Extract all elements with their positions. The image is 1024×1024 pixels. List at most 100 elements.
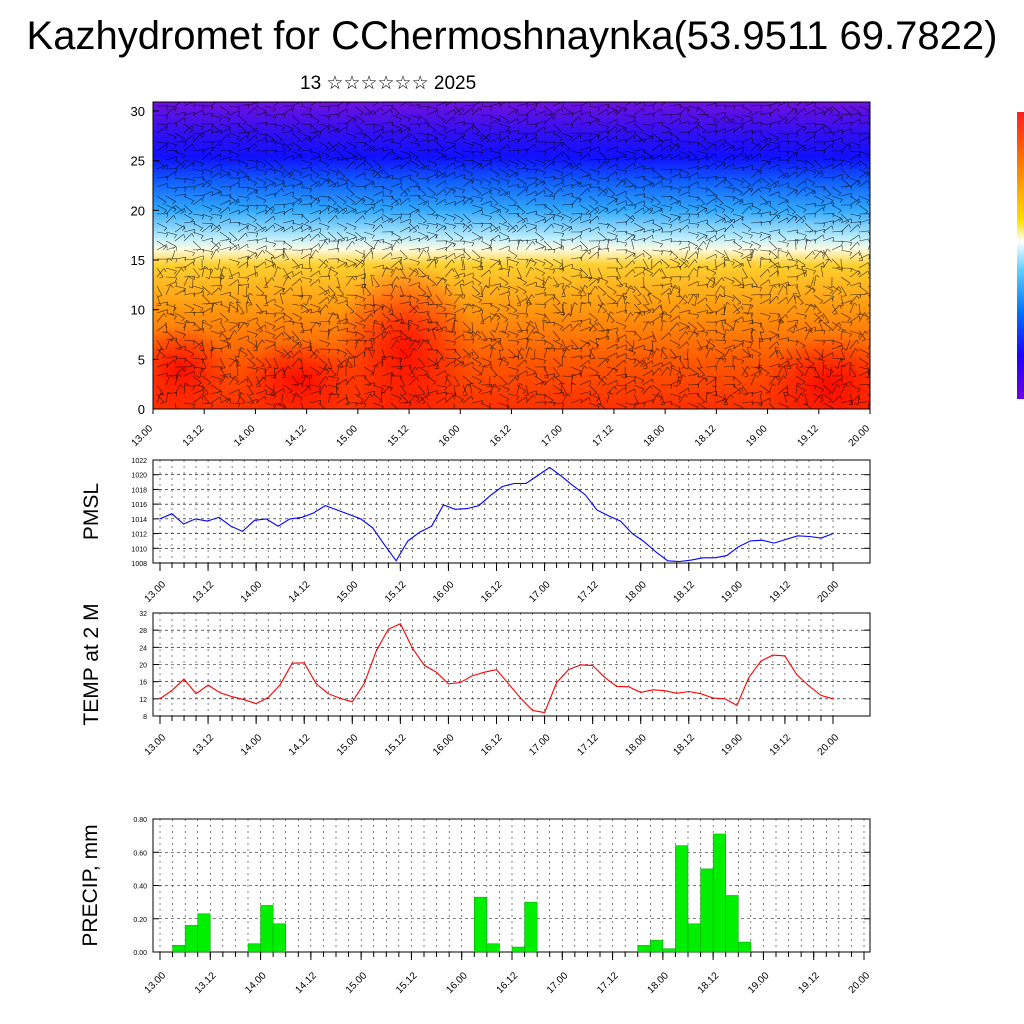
wind-barb bbox=[246, 106, 255, 116]
wind-barb-flag bbox=[821, 170, 824, 175]
wind-barb-flag bbox=[355, 208, 357, 213]
wind-barb bbox=[732, 147, 744, 152]
wind-barb bbox=[543, 312, 551, 323]
wind-barb bbox=[174, 266, 186, 269]
wind-barb bbox=[381, 104, 393, 107]
wind-barb bbox=[345, 208, 356, 215]
wind-barb-flag bbox=[640, 286, 645, 289]
wind-barb bbox=[318, 177, 330, 181]
wind-barb bbox=[840, 122, 852, 125]
wind-barb bbox=[687, 204, 699, 209]
wind-barb bbox=[174, 204, 184, 213]
wind-barb-flag bbox=[598, 226, 600, 231]
wind-barb-flag bbox=[709, 239, 714, 243]
wind-barb bbox=[534, 168, 546, 173]
wind-barb bbox=[822, 195, 834, 201]
wind-barb-flag bbox=[440, 148, 445, 152]
wind-barb-flag bbox=[864, 166, 868, 170]
wind-barb bbox=[219, 123, 231, 128]
wind-barb bbox=[804, 102, 816, 107]
wind-barb-flag bbox=[696, 314, 700, 319]
wind-barb-flag bbox=[210, 171, 213, 176]
wind-barb-flag bbox=[512, 230, 517, 233]
wind-barb bbox=[174, 102, 182, 107]
wind-barb bbox=[282, 184, 294, 188]
wind-barb bbox=[840, 224, 850, 233]
wind-barb-flag bbox=[346, 122, 349, 127]
wind-barb bbox=[282, 108, 292, 116]
wind-barb-flag bbox=[721, 218, 726, 222]
wind-barb bbox=[336, 157, 348, 161]
wind-barb bbox=[282, 225, 293, 233]
wind-barb-flag bbox=[534, 144, 537, 149]
wind-barb-flag bbox=[615, 171, 618, 176]
wind-barb bbox=[228, 182, 240, 188]
wind-barb bbox=[462, 222, 472, 231]
wind-barb bbox=[813, 159, 823, 168]
wind-barb-flag bbox=[795, 153, 798, 157]
wind-barb bbox=[327, 285, 336, 295]
wind-barb-flag bbox=[496, 309, 500, 313]
wind-barb bbox=[810, 276, 815, 288]
wind-barb-flag bbox=[382, 186, 385, 191]
wind-barb-flag bbox=[273, 170, 277, 175]
wind-barb-flag bbox=[271, 277, 275, 282]
wind-barb bbox=[462, 280, 473, 287]
wind-barb bbox=[579, 318, 591, 323]
wind-barb bbox=[615, 200, 627, 206]
wind-barb bbox=[372, 134, 382, 143]
wind-barb bbox=[858, 270, 869, 278]
wind-barb bbox=[489, 226, 500, 233]
wind-barb bbox=[534, 240, 545, 247]
wind-barb-flag bbox=[589, 214, 592, 219]
wind-barb bbox=[687, 259, 696, 269]
wind-barb-flag bbox=[235, 300, 239, 304]
wind-barb bbox=[363, 181, 374, 188]
wind-barb-flag bbox=[719, 293, 723, 298]
wind-barb bbox=[840, 294, 844, 306]
wind-barb bbox=[786, 305, 796, 314]
wind-barb-flag bbox=[318, 243, 321, 248]
wind-barb bbox=[156, 268, 165, 278]
wind-barb-flag bbox=[696, 224, 700, 229]
wind-barb bbox=[354, 273, 366, 278]
wind-barb-flag bbox=[436, 259, 439, 264]
wind-barb bbox=[345, 177, 355, 186]
wind-barb bbox=[723, 114, 733, 123]
wind-barb bbox=[246, 222, 258, 228]
wind-barb-flag bbox=[661, 122, 664, 127]
wind-barb bbox=[417, 267, 427, 276]
wind-barb-flag bbox=[452, 188, 455, 192]
wind-barb bbox=[426, 174, 438, 179]
wind-barb-flag bbox=[471, 180, 474, 185]
wind-barb-flag bbox=[686, 107, 689, 111]
wind-barb bbox=[588, 105, 600, 109]
wind-barb bbox=[192, 213, 204, 216]
wind-barb bbox=[741, 114, 753, 118]
wind-barb bbox=[615, 206, 625, 215]
wind-barb bbox=[273, 253, 284, 260]
wind-barb bbox=[642, 276, 645, 288]
wind-barb bbox=[525, 210, 537, 215]
wind-barb bbox=[489, 168, 500, 176]
wind-barb-flag bbox=[463, 240, 466, 245]
wind-barb-flag bbox=[637, 293, 642, 297]
wind-barb bbox=[624, 231, 636, 237]
wind-barb-flag bbox=[633, 153, 637, 157]
wind-barb-flag bbox=[650, 199, 654, 204]
wind-barb bbox=[399, 161, 409, 170]
wind-barb bbox=[264, 168, 276, 171]
wind-barb-flag bbox=[777, 314, 781, 319]
wind-barb-flag bbox=[201, 171, 204, 175]
wind-barb-flag bbox=[593, 329, 598, 332]
wind-barb bbox=[255, 321, 263, 332]
wind-barb bbox=[210, 240, 220, 249]
wind-barb bbox=[651, 315, 662, 323]
wind-barb bbox=[507, 294, 511, 306]
wind-barb bbox=[795, 215, 805, 224]
wind-barb-flag bbox=[162, 331, 167, 334]
wind-barb bbox=[831, 195, 843, 200]
wind-barb bbox=[660, 204, 672, 208]
wind-barb bbox=[309, 177, 319, 186]
wind-barb-flag bbox=[387, 219, 392, 223]
